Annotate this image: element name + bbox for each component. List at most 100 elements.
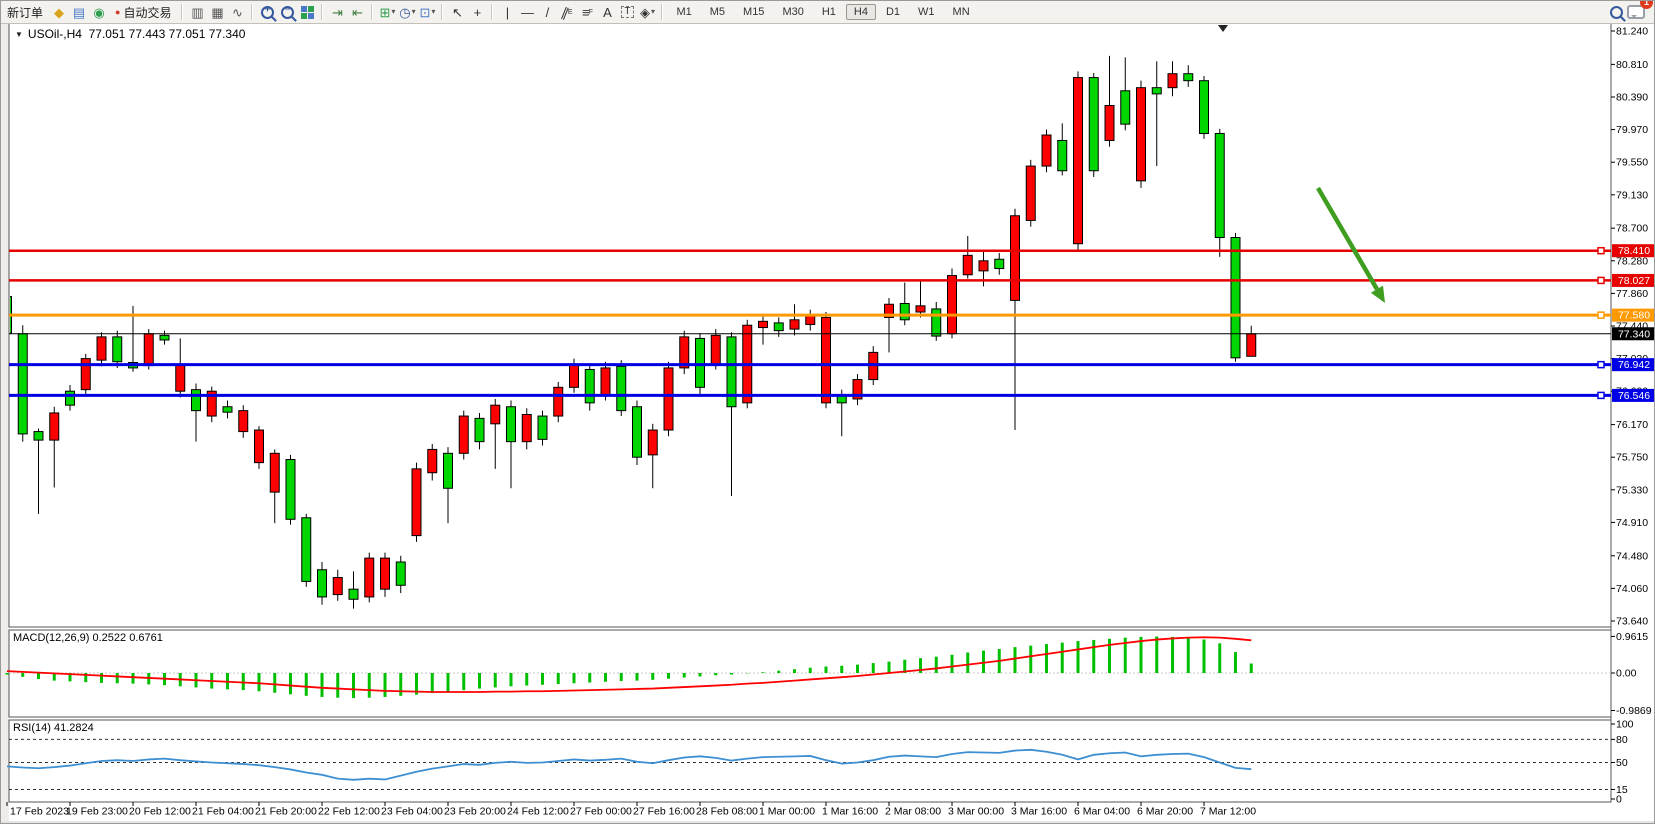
data-window-icon[interactable]: ▤ xyxy=(72,4,86,20)
chart-title: ▼ USOil-,H4 77.051 77.443 77.051 77.340 xyxy=(15,27,245,41)
price-axis: 81.240 80.810 80.390 79.970 79.550 79.130 78.7… xyxy=(1611,26,1648,628)
period-clock-icon[interactable]: ◷ ▾ xyxy=(399,4,416,20)
svg-text:23 Feb 04:00: 23 Feb 04:00 xyxy=(381,806,443,818)
timeframe-button-m5[interactable]: M5 xyxy=(709,6,726,18)
price-badge-77.580 xyxy=(1612,308,1654,322)
svg-text:74.910: 74.910 xyxy=(1616,517,1648,529)
horizontal-line-icon[interactable]: — xyxy=(520,4,534,20)
price-badge-77.340 xyxy=(1612,327,1654,341)
candle xyxy=(537,415,548,440)
fibonacci-icon[interactable]: ≡ F xyxy=(582,4,593,20)
candle xyxy=(474,417,485,443)
candlestick-chart-icon[interactable]: ▦ xyxy=(211,4,224,20)
timeframe-button-h4[interactable]: H4 xyxy=(845,4,876,20)
candle xyxy=(395,561,406,586)
autotrading-button[interactable]: ● 自动交易 xyxy=(115,5,172,20)
macd-name: MACD(12,26,9) xyxy=(13,632,90,644)
candle xyxy=(1167,73,1178,89)
svg-text:78.700: 78.700 xyxy=(1616,223,1648,235)
svg-text:81.240: 81.240 xyxy=(1616,26,1648,38)
rsi-plot: 100 80 50 150 xyxy=(6,719,1634,806)
equidistant-channel-icon[interactable]: ∥ E xyxy=(559,3,573,21)
bar-chart-icon[interactable]: ▥ xyxy=(191,4,204,20)
candle xyxy=(427,448,438,474)
toolbar-separator xyxy=(181,4,184,20)
new-chart-icon[interactable]: ⊞ ▾ xyxy=(379,4,396,20)
candle xyxy=(710,334,721,365)
candle xyxy=(380,557,390,590)
vertical-line-icon[interactable]: | xyxy=(505,4,510,20)
candle xyxy=(852,379,863,400)
broadcast-icon[interactable]: ◉ xyxy=(93,4,105,20)
text-icon[interactable]: A xyxy=(603,4,612,20)
trendline-icon[interactable]: / xyxy=(545,4,550,20)
candle xyxy=(175,363,186,392)
price-badge-76.546 xyxy=(1612,388,1654,402)
candle xyxy=(994,258,1005,270)
chart-ohlc-values: 77.051 77.443 77.051 77.340 xyxy=(88,27,246,41)
svg-text:22 Feb 12:00: 22 Feb 12:00 xyxy=(318,806,380,818)
toolbar-right: 1 xyxy=(1606,1,1654,23)
line-chart-icon[interactable]: ∿ xyxy=(232,4,243,20)
zoom-in-icon[interactable]: + xyxy=(257,2,277,22)
auto-scroll-icon[interactable]: ⇥ xyxy=(332,4,343,20)
candle xyxy=(458,415,469,454)
candle xyxy=(1214,132,1225,239)
candle xyxy=(1104,105,1115,141)
timeframe-button-d1[interactable]: D1 xyxy=(885,6,901,18)
arrows-icon[interactable]: ◈ ▾ xyxy=(639,4,655,20)
svg-text:20 Feb 12:00: 20 Feb 12:00 xyxy=(129,806,191,818)
trend-arrow-annotation xyxy=(1316,186,1379,291)
market-watch-icon[interactable]: ◆ xyxy=(54,4,65,20)
svg-text:77.860: 77.860 xyxy=(1616,288,1648,300)
crosshair-icon[interactable]: + xyxy=(473,4,482,20)
timeframe-button-w1[interactable]: W1 xyxy=(918,6,935,18)
candle xyxy=(773,322,784,332)
rsi-panel xyxy=(8,719,1612,803)
notifications-icon[interactable]: 1 xyxy=(1626,1,1653,22)
candle xyxy=(584,368,595,404)
candle xyxy=(1073,77,1083,245)
chart-shift-marker xyxy=(1218,25,1228,32)
svg-text:75.750: 75.750 xyxy=(1616,452,1648,464)
svg-text:76.170: 76.170 xyxy=(1616,419,1648,431)
toolbar-separator xyxy=(491,4,494,20)
candle xyxy=(821,316,831,404)
new-order-button[interactable]: 新订单 xyxy=(7,5,44,20)
templates-icon[interactable]: ⊡ ▾ xyxy=(419,4,436,20)
chart-dropdown-icon[interactable]: ▼ xyxy=(15,30,23,39)
candle xyxy=(96,336,107,361)
search-icon[interactable] xyxy=(1606,2,1626,22)
svg-text:3 Mar 00:00: 3 Mar 00:00 xyxy=(948,806,1004,818)
candle xyxy=(49,412,60,441)
svg-text:75.330: 75.330 xyxy=(1616,484,1648,496)
timeframe-button-m1[interactable]: M1 xyxy=(676,6,692,18)
candle xyxy=(931,308,942,337)
svg-text:74.480: 74.480 xyxy=(1616,550,1648,562)
svg-text:78.280: 78.280 xyxy=(1616,255,1648,267)
timeframe-button-m30[interactable]: M30 xyxy=(782,6,804,18)
candle xyxy=(726,336,737,408)
candle xyxy=(238,410,249,433)
svg-text:73.640: 73.640 xyxy=(1616,616,1648,628)
price-badge-78.410 xyxy=(1612,244,1654,258)
svg-text:77.580: 77.580 xyxy=(1618,310,1650,322)
timeframe-button-h1[interactable]: H1 xyxy=(821,6,836,18)
autotrading-button-icon: ● xyxy=(115,7,121,17)
timeframe-button-mn[interactable]: MN xyxy=(952,6,970,18)
cursor-icon[interactable]: ↖ xyxy=(452,4,463,20)
candle xyxy=(112,336,123,363)
candle xyxy=(33,431,44,441)
tile-windows-icon[interactable] xyxy=(297,2,317,22)
macd-indicator-label: MACD(12,26,9) 0.2522 0.6761 xyxy=(13,632,163,644)
text-label-icon[interactable]: T xyxy=(617,2,637,22)
toolbar-separator xyxy=(321,4,324,20)
candle xyxy=(332,577,343,596)
candle xyxy=(1120,90,1131,125)
chart-shift-icon[interactable]: ⇤ xyxy=(352,4,363,20)
zoom-out-icon[interactable]: − xyxy=(277,2,297,22)
candle xyxy=(1246,333,1257,357)
chart-symbol-timeframe: USOil-,H4 xyxy=(27,27,82,41)
timeframe-button-m15[interactable]: M15 xyxy=(743,6,765,18)
